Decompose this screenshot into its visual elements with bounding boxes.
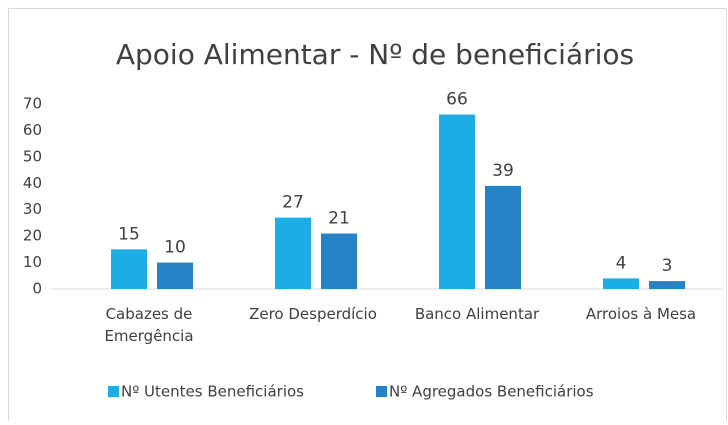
data-label: 4 [616, 253, 627, 273]
data-label: 39 [492, 161, 514, 181]
data-label: 27 [282, 193, 304, 213]
data-label: 3 [662, 256, 673, 276]
x-tick-label: Arroios à Mesa [586, 305, 696, 323]
legend-swatch [108, 386, 119, 397]
bar [111, 249, 147, 289]
chart-title: Apoio Alimentar - Nº de beneficiários [116, 38, 634, 71]
data-label: 10 [164, 238, 186, 258]
bar [485, 185, 521, 289]
bar [603, 278, 639, 289]
y-tick-label: 30 [23, 200, 42, 218]
data-label: 15 [118, 224, 140, 244]
bar [321, 233, 357, 289]
bar [157, 262, 193, 289]
x-tick-label: Zero Desperdício [249, 305, 377, 323]
y-tick-label: 0 [32, 280, 42, 298]
bar [275, 217, 311, 289]
y-tick-label: 40 [23, 174, 42, 192]
chart-frame [8, 8, 727, 425]
legend-label: Nº Utentes Beneficiários [121, 383, 304, 401]
x-tick-label: Cabazes de Emergência [104, 305, 193, 345]
y-tick-label: 60 [23, 121, 42, 139]
y-tick-label: 20 [23, 227, 42, 245]
data-label: 21 [328, 209, 350, 229]
y-tick-label: 50 [23, 147, 42, 165]
legend-swatch [376, 386, 387, 397]
bar [649, 281, 685, 289]
bar [439, 114, 475, 289]
y-tick-label: 10 [23, 253, 42, 271]
data-label: 66 [446, 90, 468, 110]
y-tick-label: 70 [23, 95, 42, 113]
x-tick-label: Banco Alimentar [415, 305, 540, 323]
legend-label: Nº Agregados Beneficiários [389, 383, 594, 401]
